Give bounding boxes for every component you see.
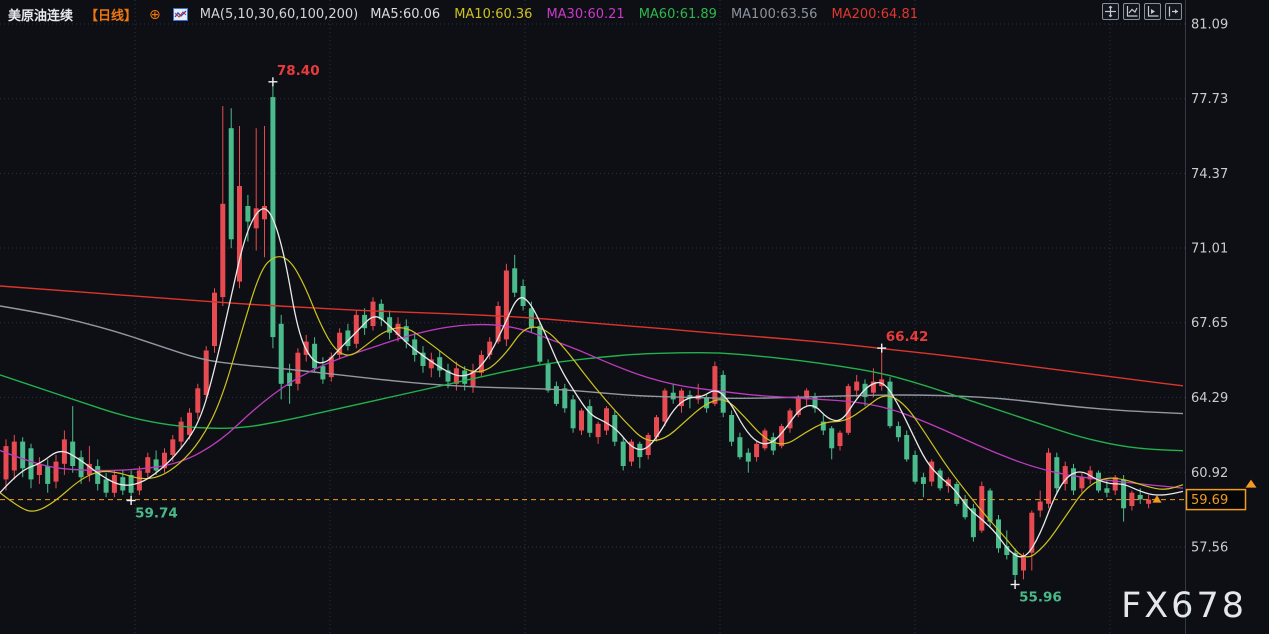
- annotation-78.40: 78.40: [268, 63, 320, 87]
- axis-tick-label: 81.09: [1191, 18, 1228, 33]
- gridlines: [0, 0, 1185, 634]
- ma-legend: MA5:60.06 MA10:60.36 MA30:60.21 MA60:61.89 M…: [370, 7, 918, 22]
- ma-line-MA200: [0, 285, 1184, 387]
- axis-tick-label: 64.29: [1191, 391, 1228, 406]
- ma-line-MA5: [0, 208, 1184, 558]
- svg-text:59.69: 59.69: [1191, 493, 1228, 508]
- indicator-chart-icon: [172, 8, 188, 21]
- annotations-layer: 59.74 78.40 66.42 55.96: [126, 63, 1062, 606]
- annotation-label: 59.74: [135, 506, 178, 522]
- ma-line-MA10: [0, 256, 1184, 558]
- watermark-logo: FX678: [1121, 586, 1247, 626]
- chart-header: 美原油连续 【日线】 ⊕ MA(5,10,30,60,100,200) MA5:…: [8, 5, 918, 24]
- current-price-tag: 59.69: [1185, 479, 1257, 511]
- ma-legend-value: MA10:60.36: [454, 7, 533, 22]
- price-marker-arrow: [1152, 495, 1162, 503]
- annotation-55.96: 55.96: [1010, 580, 1062, 606]
- ma-legend-value: MA100:63.56: [730, 7, 818, 22]
- ma-lines-layer: [0, 208, 1184, 558]
- annotation-59.74: 59.74: [126, 496, 178, 522]
- ma-legend-value: MA200:64.81: [831, 7, 918, 22]
- axis-tick-label: 67.65: [1191, 316, 1228, 331]
- axis-tick-label: 57.56: [1191, 541, 1228, 556]
- annotation-66.42: 66.42: [877, 329, 928, 353]
- axis-tick-label: 71.01: [1191, 242, 1228, 257]
- ma-line-MA30: [0, 323, 1184, 489]
- axis-tick-label: 77.73: [1191, 92, 1228, 107]
- pan-tool-button[interactable]: [1102, 3, 1119, 20]
- annotation-label: 78.40: [277, 63, 320, 79]
- axis-arrow-up-icon: [1245, 479, 1257, 488]
- ma-line-MA60: [0, 351, 1184, 452]
- ma-line-MA100: [0, 305, 1184, 415]
- ma-settings-label: MA(5,10,30,60,100,200): [199, 7, 359, 22]
- ma-legend-value: MA30:60.21: [546, 7, 625, 22]
- chart-toolbar: [1102, 3, 1182, 20]
- add-indicator-button[interactable]: ⊕: [149, 6, 161, 23]
- symbol-title: 美原油连续: [8, 9, 74, 24]
- goto-latest-button[interactable]: [1165, 3, 1182, 20]
- axis-tick-label: 60.92: [1191, 466, 1228, 481]
- ma-legend-value: MA5:60.06: [370, 7, 441, 22]
- price-axis[interactable]: 81.09 77.73 74.37 71.01 67.65 64.29 60.92 57.56…: [1185, 0, 1257, 634]
- axis-tick-label: 74.37: [1191, 167, 1228, 182]
- period-tag: 【日线】: [85, 9, 138, 24]
- x-axis-scale-button[interactable]: [1144, 3, 1161, 20]
- ma-legend-value: MA60:61.89: [638, 7, 717, 22]
- candles-layer: [3, 83, 1152, 583]
- annotation-label: 66.42: [886, 329, 929, 345]
- annotation-label: 55.96: [1019, 590, 1062, 606]
- y-axis-scale-button[interactable]: [1123, 3, 1140, 20]
